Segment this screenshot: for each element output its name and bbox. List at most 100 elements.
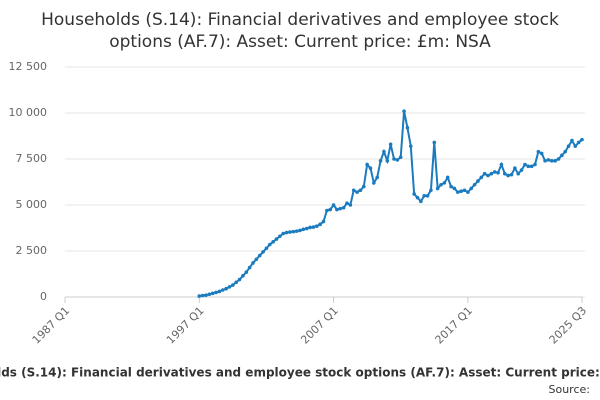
point [217, 289, 222, 294]
source: Source: [549, 383, 591, 396]
point [227, 285, 232, 289]
point [536, 149, 541, 154]
point [348, 203, 353, 207]
point [210, 291, 215, 296]
point [351, 188, 356, 193]
point [395, 158, 400, 162]
point [429, 188, 433, 193]
point [509, 172, 514, 177]
point [247, 265, 252, 270]
point [318, 222, 322, 227]
point [425, 194, 430, 198]
point [482, 171, 487, 176]
point [281, 231, 286, 236]
point [375, 175, 380, 180]
point [274, 237, 279, 241]
x-tick-label: 2007 Q1 [298, 304, 341, 347]
x-tick-label: 2025 Q3 [547, 304, 590, 347]
point [459, 189, 463, 193]
point [419, 199, 423, 204]
point [533, 162, 537, 167]
point [529, 164, 534, 169]
point [298, 228, 302, 233]
point [549, 159, 554, 163]
point [328, 207, 333, 212]
point [237, 277, 242, 282]
point [264, 246, 269, 251]
point [361, 184, 366, 189]
point [331, 203, 336, 207]
point [422, 194, 427, 198]
point [563, 149, 568, 154]
point [267, 242, 272, 247]
point [308, 225, 312, 230]
point [472, 182, 477, 187]
point [466, 190, 470, 194]
point [311, 225, 316, 229]
point [257, 253, 262, 258]
point [294, 229, 299, 233]
point [476, 179, 480, 183]
point [338, 206, 343, 211]
y-tick-label: 7 500 [16, 152, 48, 165]
point [365, 162, 369, 167]
point [392, 157, 396, 161]
point [355, 190, 359, 194]
point [519, 168, 524, 172]
point [278, 234, 282, 239]
footer: Households (S.14): Financial derivatives… [0, 366, 600, 380]
point [341, 205, 346, 210]
point [462, 188, 467, 193]
chart-title: options (AF.7): Asset: Current price: £m… [109, 32, 491, 52]
y-tick-label: 2 500 [16, 244, 48, 257]
point [570, 138, 574, 143]
point [455, 190, 460, 194]
point [301, 227, 306, 232]
point [382, 149, 386, 154]
point [502, 171, 507, 176]
point [543, 159, 547, 163]
y-tick-label: 12 500 [9, 60, 48, 73]
point [486, 173, 490, 178]
point [452, 186, 457, 191]
point [254, 257, 259, 262]
point [304, 226, 309, 231]
point [496, 171, 500, 175]
point [224, 286, 228, 291]
point [539, 151, 544, 156]
point [288, 230, 292, 234]
point [432, 140, 437, 145]
point [435, 186, 440, 191]
point [489, 171, 494, 176]
point [560, 153, 564, 158]
point [479, 175, 484, 180]
point [345, 201, 349, 205]
point [513, 166, 517, 170]
point [385, 159, 390, 163]
point [231, 283, 235, 287]
point [556, 157, 561, 161]
point [335, 207, 339, 212]
point [284, 230, 289, 235]
point [580, 137, 584, 142]
point [234, 280, 239, 285]
point [506, 173, 510, 178]
point [220, 288, 225, 292]
chart-title: Households (S.14): Financial derivatives… [41, 10, 559, 30]
point [314, 224, 319, 228]
point [244, 270, 249, 274]
point [553, 159, 557, 163]
point [526, 164, 531, 169]
point [251, 261, 255, 265]
point [207, 292, 212, 297]
point [499, 162, 504, 167]
point [197, 294, 202, 298]
point [523, 162, 527, 167]
point [200, 293, 205, 298]
point [408, 144, 413, 148]
point [412, 192, 416, 196]
point [214, 290, 218, 295]
y-tick-label: 0 [40, 290, 47, 303]
point [405, 125, 410, 130]
